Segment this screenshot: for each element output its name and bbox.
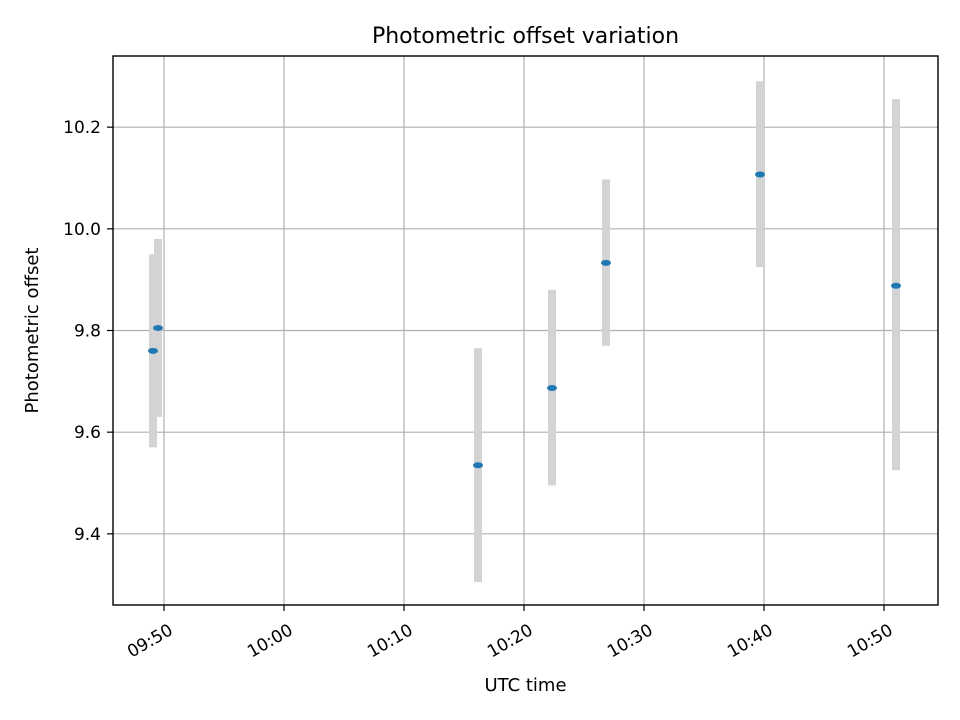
grid [113,56,938,605]
y-axis-ticks: 9.4 9.6 9.8 10.0 10.2 [63,118,113,545]
data-point [601,259,611,266]
data-points [148,171,901,469]
data-point [153,324,163,331]
y-tick-label: 9.6 [74,423,101,443]
data-point [473,462,483,469]
chart-title: Photometric offset variation [372,24,679,49]
y-tick-label: 10.2 [63,118,101,138]
x-axis-label: UTC time [484,675,566,696]
data-point [148,347,158,354]
data-point [547,384,557,391]
data-point [755,171,765,178]
y-tick-label: 9.4 [74,525,101,545]
y-axis-label: Photometric offset [22,248,43,414]
y-tick-label: 10.0 [63,220,101,240]
data-point [891,282,901,289]
y-tick-label: 9.8 [74,322,101,342]
